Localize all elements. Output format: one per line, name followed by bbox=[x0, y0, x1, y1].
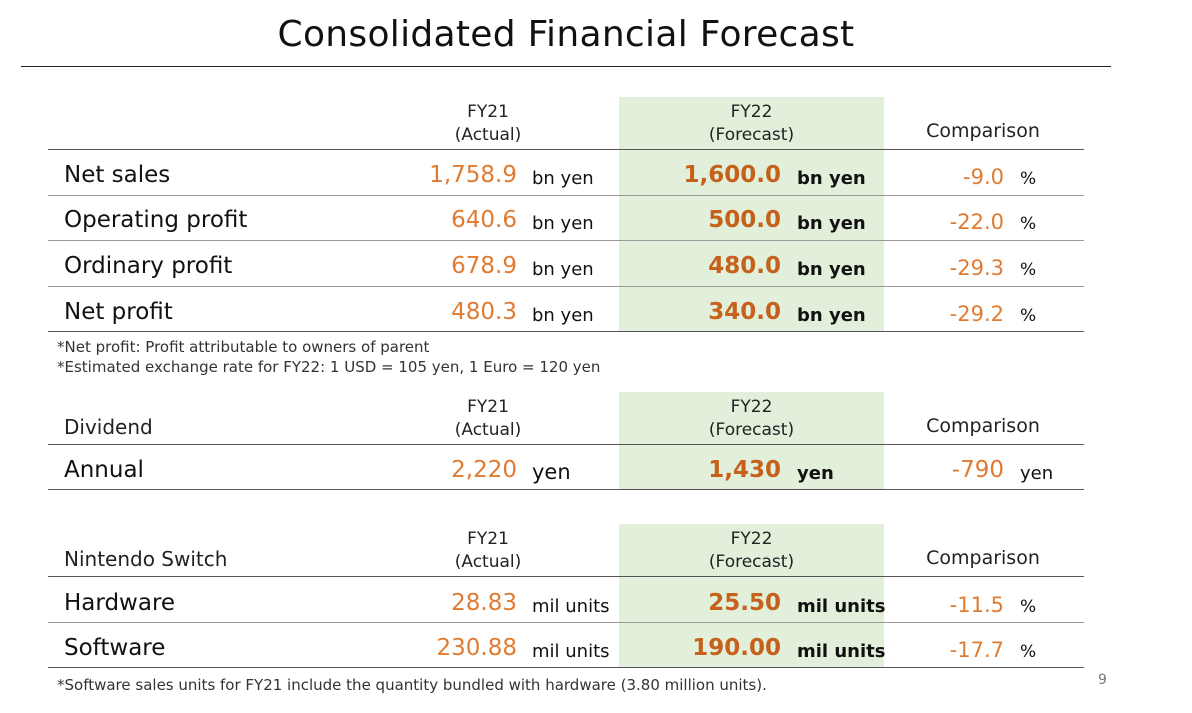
title-divider bbox=[21, 66, 1111, 67]
table-bottom-rule bbox=[48, 667, 1084, 668]
fy21-unit: bn yen bbox=[532, 259, 594, 280]
fy21-value: 678.9 bbox=[451, 253, 517, 279]
row-label: Net sales bbox=[64, 162, 171, 188]
fy22-value: 1,430 bbox=[708, 457, 781, 483]
fy21-value: 2,220 bbox=[451, 457, 517, 483]
fy21-unit: mil units bbox=[532, 596, 610, 617]
fy21-value: 28.83 bbox=[451, 590, 517, 616]
fy22-highlight-financials bbox=[619, 97, 884, 331]
fy21-header: FY21 (Actual) bbox=[398, 101, 578, 147]
fy22-header: FY22 (Forecast) bbox=[619, 101, 884, 147]
fy21-header-type: (Actual) bbox=[454, 420, 522, 440]
section-label-dividend: Dividend bbox=[64, 415, 153, 439]
fy22-unit: bn yen bbox=[797, 168, 866, 189]
row-label: Net profit bbox=[64, 299, 173, 325]
comparison-header: Comparison bbox=[926, 120, 1040, 142]
fy21-unit: bn yen bbox=[532, 213, 594, 234]
row-rule bbox=[48, 286, 1084, 287]
fy22-header-year: FY22 bbox=[730, 102, 773, 122]
table-bottom-rule bbox=[48, 489, 1084, 490]
header-rule bbox=[48, 576, 1084, 577]
fy22-value: 500.0 bbox=[708, 207, 781, 233]
comparison-value: -17.7 bbox=[949, 638, 1004, 662]
footnote: *Estimated exchange rate for FY22: 1 USD… bbox=[57, 358, 601, 376]
fy21-value: 230.88 bbox=[436, 635, 517, 661]
section-label-switch: Nintendo Switch bbox=[64, 547, 228, 571]
footnote: *Software sales units for FY21 include t… bbox=[57, 676, 767, 694]
comparison-value: -22.0 bbox=[949, 210, 1004, 234]
fy22-unit: mil units bbox=[797, 641, 886, 662]
row-label: Annual bbox=[64, 457, 144, 483]
fy21-value: 1,758.9 bbox=[429, 162, 517, 188]
fy22-header-type: (Forecast) bbox=[708, 125, 795, 145]
header-rule bbox=[48, 149, 1084, 150]
row-rule bbox=[48, 240, 1084, 241]
comparison-unit: % bbox=[1020, 597, 1037, 617]
fy22-value: 1,600.0 bbox=[683, 162, 782, 188]
comparison-unit: yen bbox=[1020, 463, 1054, 484]
fy22-header-year: FY22 bbox=[730, 397, 773, 417]
row-label: Operating profit bbox=[64, 207, 248, 233]
comparison-value: -29.3 bbox=[949, 256, 1004, 280]
comparison-value: -790 bbox=[951, 457, 1004, 483]
comparison-unit: % bbox=[1020, 642, 1037, 662]
fy21-unit: bn yen bbox=[532, 168, 594, 189]
fy21-header: FY21 (Actual) bbox=[398, 528, 578, 574]
fy22-header-year: FY22 bbox=[730, 529, 773, 549]
fy21-header-year: FY21 bbox=[467, 102, 509, 122]
fy22-unit: mil units bbox=[797, 596, 886, 617]
fy22-unit: yen bbox=[797, 463, 834, 484]
fy21-header: FY21 (Actual) bbox=[398, 396, 578, 442]
fy22-value: 25.50 bbox=[708, 590, 781, 616]
fy21-value: 640.6 bbox=[451, 207, 517, 233]
fy22-header: FY22 (Forecast) bbox=[619, 396, 884, 442]
row-rule bbox=[48, 195, 1084, 196]
fy21-unit: yen bbox=[532, 460, 571, 484]
comparison-unit: % bbox=[1020, 169, 1037, 189]
fy22-header: FY22 (Forecast) bbox=[619, 528, 884, 574]
comparison-value: -29.2 bbox=[949, 302, 1004, 326]
comparison-header: Comparison bbox=[926, 415, 1040, 437]
fy22-header-type: (Forecast) bbox=[708, 420, 795, 440]
row-label: Hardware bbox=[64, 590, 176, 616]
comparison-header: Comparison bbox=[926, 547, 1040, 569]
footnote: *Net profit: Profit attributable to owne… bbox=[57, 338, 430, 356]
row-label: Software bbox=[64, 635, 166, 661]
fy22-unit: bn yen bbox=[797, 305, 866, 326]
fy21-unit: mil units bbox=[532, 641, 610, 662]
fy22-value: 480.0 bbox=[708, 253, 781, 279]
page-title: Consolidated Financial Forecast bbox=[277, 14, 855, 55]
comparison-unit: % bbox=[1020, 260, 1037, 280]
fy21-header-year: FY21 bbox=[467, 529, 509, 549]
table-bottom-rule bbox=[48, 331, 1084, 332]
fy21-value: 480.3 bbox=[451, 299, 517, 325]
fy22-unit: bn yen bbox=[797, 213, 866, 234]
fy21-header-type: (Actual) bbox=[454, 125, 522, 145]
comparison-unit: % bbox=[1020, 306, 1037, 326]
fy21-header-type: (Actual) bbox=[454, 552, 522, 572]
row-label: Ordinary profit bbox=[64, 253, 233, 279]
page-number: 9 bbox=[1098, 672, 1107, 688]
fy22-unit: bn yen bbox=[797, 259, 866, 280]
comparison-value: -11.5 bbox=[949, 593, 1004, 617]
fy21-unit: bn yen bbox=[532, 305, 594, 326]
fy22-header-type: (Forecast) bbox=[708, 552, 795, 572]
fy22-value: 340.0 bbox=[708, 299, 781, 325]
header-rule bbox=[48, 444, 1084, 445]
comparison-value: -9.0 bbox=[963, 165, 1004, 189]
fy22-highlight-dividend bbox=[619, 392, 884, 490]
fy21-header-year: FY21 bbox=[467, 397, 509, 417]
fy22-highlight-switch bbox=[619, 524, 884, 668]
comparison-unit: % bbox=[1020, 214, 1037, 234]
fy22-value: 190.00 bbox=[692, 635, 781, 661]
row-rule bbox=[48, 622, 1084, 623]
